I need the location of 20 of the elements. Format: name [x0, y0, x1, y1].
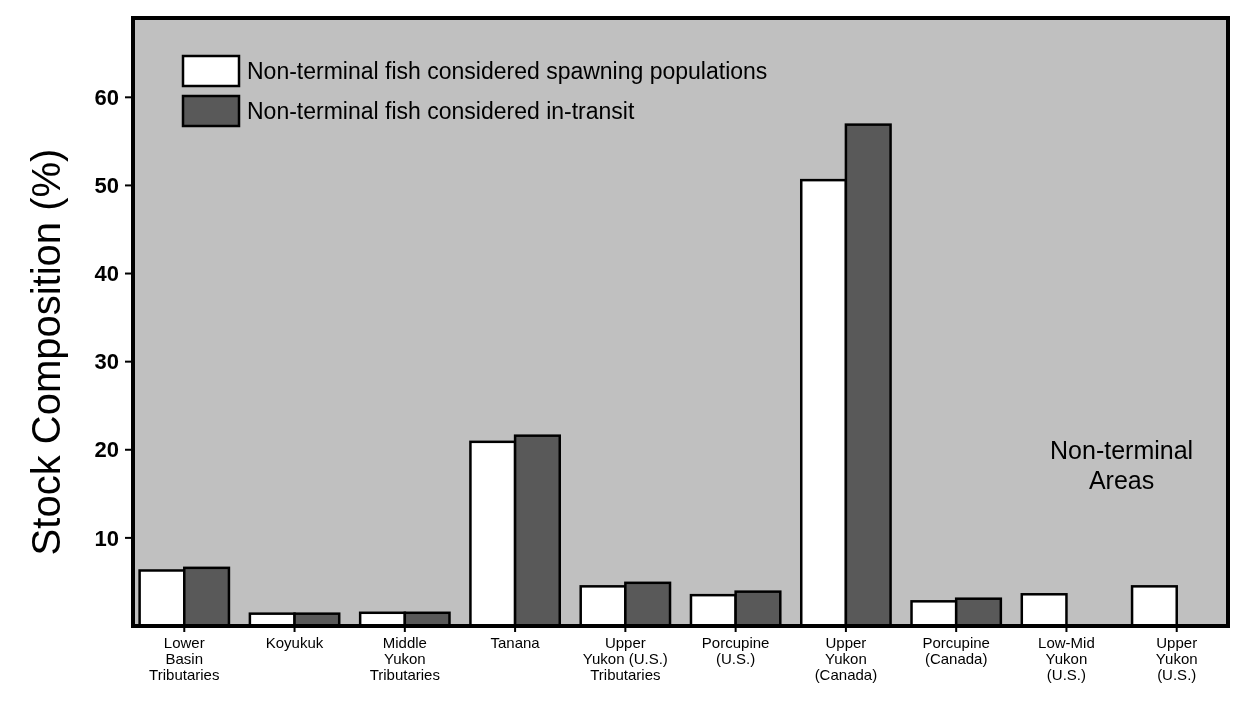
y-tick-label: 30: [94, 349, 119, 375]
y-tick-label: 40: [94, 261, 119, 287]
y-tick-label: 60: [94, 85, 119, 110]
y-tick-label: 20: [94, 437, 119, 463]
x-tick-label: Koyukuk: [265, 634, 324, 651]
x-tick-label: Tanana: [490, 634, 541, 651]
x-tick-label: Middle Yukon Tributaries: [369, 634, 440, 683]
annotation: Non-terminal Areas: [1050, 435, 1194, 494]
x-tick-label: Lower Basin Tributaries: [149, 634, 220, 683]
x-tick-label: Porcupine (Canada): [922, 634, 990, 667]
legend-label: Non-terminal fish considered spawning populations: [247, 58, 768, 85]
legend-label: Non-terminal fish considered in-transit: [247, 98, 635, 125]
x-tick-label: Porcupine (U.S.): [701, 634, 770, 667]
x-tick-label: Upper Yukon (U.S.) Tributaries: [582, 634, 668, 683]
x-tick-label: Low-Mid Yukon (U.S.): [1038, 634, 1095, 683]
y-axis-title: Stock Composition (%): [24, 148, 68, 556]
y-tick-label: 10: [94, 525, 119, 551]
x-tick-label: Upper Yukon (Canada): [814, 634, 878, 683]
x-tick-label: Upper Yukon (U.S.): [1155, 634, 1198, 683]
y-tick-label: 50: [94, 173, 119, 199]
